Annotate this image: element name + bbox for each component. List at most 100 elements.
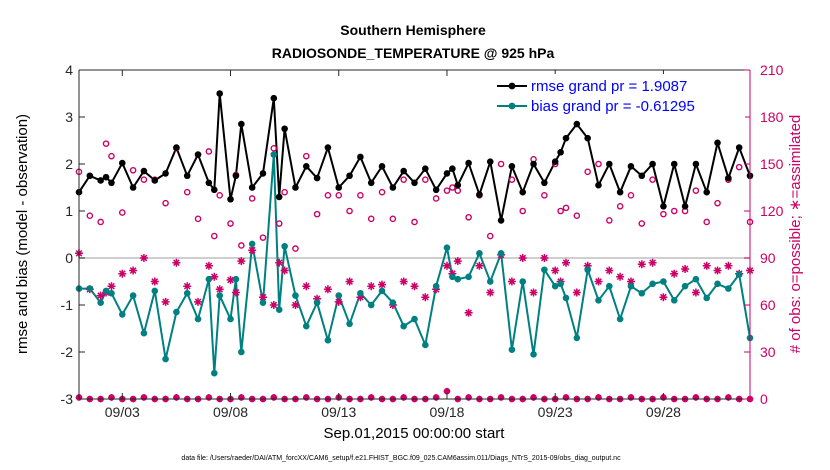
rmse-point [465, 159, 472, 167]
bias-point [129, 292, 137, 299]
rmse-point [324, 144, 332, 151]
rmse-point [173, 144, 180, 151]
rmse-point [551, 158, 559, 165]
y-tick-label: 2 [65, 156, 73, 172]
bias-point [551, 282, 559, 290]
possible-obs-point [562, 204, 570, 212]
y-tick-label: -3 [61, 391, 74, 407]
bias-point [649, 280, 656, 288]
bias-point [519, 278, 527, 285]
y-tick-label: -2 [61, 344, 74, 360]
rmse-point [692, 160, 700, 168]
y-tick-label-right: 180 [760, 109, 784, 125]
bias-point [118, 311, 126, 318]
rmse-point [194, 151, 202, 158]
assimilated-obs-point [226, 275, 235, 284]
bias-point [454, 275, 462, 283]
rmse-point [281, 125, 288, 133]
possible-obs-point [541, 192, 548, 199]
y-tick-label: 3 [65, 109, 73, 125]
possible-obs-point [703, 218, 711, 226]
possible-obs-point [649, 176, 656, 183]
rmse-point [210, 186, 218, 194]
assimilated-obs-point [269, 301, 278, 309]
possible-obs-point [367, 215, 375, 223]
bias-point [227, 315, 234, 323]
bias-point [432, 282, 440, 290]
bias-point [324, 336, 332, 344]
assimilated-obs-point [107, 282, 116, 291]
possible-obs-point [194, 215, 202, 223]
chart-title: Southern Hemisphere [340, 22, 486, 38]
rmse-point [378, 163, 386, 170]
possible-obs-point [97, 218, 104, 226]
rmse-point [616, 188, 624, 196]
rmse-point [232, 172, 240, 180]
bias-point [449, 273, 456, 281]
assimilated-obs-point [583, 261, 592, 270]
assimilated-obs-point [551, 266, 560, 275]
possible-obs-point [692, 187, 700, 194]
x-tick-label: 09/03 [105, 404, 140, 420]
possible-obs-point [205, 148, 213, 155]
possible-obs-point [102, 140, 110, 147]
rmse-point [595, 181, 602, 189]
assimilated-obs-point [594, 277, 603, 286]
possible-obs-point [389, 215, 397, 223]
bias-point [275, 306, 283, 314]
rmse-point [476, 191, 483, 198]
bias-point [670, 297, 678, 304]
possible-obs-point [584, 168, 591, 176]
assimilated-obs-point [313, 294, 322, 303]
bias-point [465, 273, 472, 281]
assimilated-obs-point [150, 277, 159, 286]
bias-point [606, 282, 613, 290]
assimilated-obs-point [464, 308, 473, 317]
assimilated-obs-point [453, 257, 462, 266]
bias-point [508, 346, 516, 353]
rmse-point [432, 186, 440, 194]
rmse-point [606, 160, 613, 168]
assimilated-obs-point [259, 293, 267, 302]
assimilated-obs-point [302, 282, 311, 291]
assimilated-obs-point [659, 293, 668, 302]
possible-obs-point [281, 188, 288, 196]
assimilated-obs-point [518, 254, 527, 262]
bias-point [281, 242, 288, 250]
bias-point [270, 151, 278, 158]
bias-point [714, 280, 721, 288]
possible-obs-point [465, 213, 472, 221]
legend-rmse-label: rmse grand pr = 1.9087 [531, 78, 687, 95]
possible-obs-point [259, 234, 267, 241]
possible-obs-point [411, 218, 418, 226]
assimilated-obs-point [562, 258, 570, 267]
bias-point [692, 275, 700, 283]
rmse-point [714, 139, 721, 147]
rmse-point [118, 159, 126, 167]
possible-obs-point [735, 163, 743, 171]
rmse-point [108, 179, 115, 187]
y-tick-label-right: 150 [760, 156, 784, 172]
rmse-point [519, 188, 527, 196]
possible-obs-point [238, 242, 245, 249]
possible-obs-point [638, 220, 646, 227]
assimilated-obs-point [210, 272, 219, 281]
possible-obs-point [606, 217, 613, 224]
bias-point [346, 320, 353, 328]
y-tick-label: 0 [65, 250, 73, 266]
assimilated-obs-point [486, 288, 495, 297]
assimilated-obs-point [691, 288, 700, 297]
assimilated-obs-point [637, 260, 646, 269]
rmse-point [735, 144, 743, 151]
possible-obs-point [346, 207, 353, 215]
y-axis-label-right: # of obs: o=possible; ∗=assimilated [787, 115, 804, 354]
possible-obs-point [183, 188, 191, 196]
possible-obs-point [140, 176, 148, 183]
rmse-point [627, 163, 635, 170]
possible-obs-point [227, 220, 234, 227]
rmse-point [422, 165, 429, 172]
plot-area [79, 70, 750, 399]
bias-point [183, 289, 191, 297]
assimilated-obs-point [399, 277, 408, 286]
